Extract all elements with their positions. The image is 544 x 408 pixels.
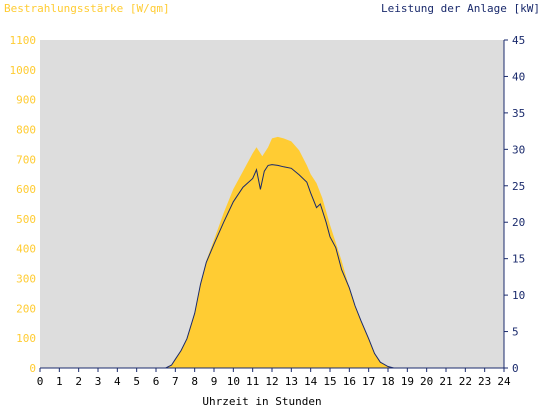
- x-tick-label: 9: [211, 375, 218, 388]
- left-y-tick-label: 200: [16, 302, 36, 315]
- x-tick-label: 0: [37, 375, 44, 388]
- right-y-tick-label: 40: [512, 70, 525, 83]
- x-tick-label: 2: [75, 375, 82, 388]
- left-y-tick-label: 400: [16, 243, 36, 256]
- right-y-tick-label: 15: [512, 253, 525, 266]
- left-y-tick-label: 800: [16, 123, 36, 136]
- x-tick-label: 7: [172, 375, 179, 388]
- left-y-tick-label: 1000: [10, 64, 37, 77]
- x-tick-label: 8: [191, 375, 198, 388]
- right-axis-title: Leistung der Anlage [kW]: [381, 2, 540, 15]
- left-y-tick-label: 300: [16, 273, 36, 286]
- right-y-tick-label: 30: [512, 143, 525, 156]
- x-tick-label: 10: [227, 375, 240, 388]
- right-y-tick-label: 35: [512, 107, 525, 120]
- x-tick-label: 19: [401, 375, 414, 388]
- x-tick-label: 24: [497, 375, 511, 388]
- left-y-tick-label: 600: [16, 183, 36, 196]
- right-y-tick-label: 45: [512, 34, 525, 47]
- x-tick-label: 6: [153, 375, 160, 388]
- right-y-tick-label: 10: [512, 289, 525, 302]
- right-y-tick-label: 20: [512, 216, 525, 229]
- chart-marks: [40, 136, 504, 369]
- power-line: [40, 164, 504, 369]
- left-y-tick-label: 1100: [10, 34, 37, 47]
- x-tick-label: 14: [304, 375, 318, 388]
- x-tick-label: 13: [285, 375, 298, 388]
- x-tick-label: 1: [56, 375, 63, 388]
- left-y-tick-label: 500: [16, 213, 36, 226]
- chart-axes: 0 1 2 3 4 5 6 7 8 9 10 11 12 13 14 15 16 17 18 19 20 21 22 23 24…: [10, 34, 526, 388]
- left-y-tick-label: 700: [16, 153, 36, 166]
- x-tick-label: 21: [439, 375, 452, 388]
- x-tick-label: 4: [114, 375, 121, 388]
- left-y-tick-label: 900: [16, 94, 36, 107]
- right-y-tick-label: 5: [512, 326, 519, 339]
- x-tick-label: 11: [246, 375, 259, 388]
- x-tick-label: 5: [133, 375, 140, 388]
- right-y-tick-label: 0: [512, 362, 519, 375]
- x-tick-label: 22: [459, 375, 472, 388]
- x-axis-label: Uhrzeit in Stunden: [202, 395, 321, 408]
- x-tick-label: 12: [265, 375, 278, 388]
- irradiance-area: [40, 136, 504, 368]
- x-tick-label: 16: [343, 375, 356, 388]
- x-tick-label: 15: [323, 375, 336, 388]
- x-tick-label: 3: [95, 375, 102, 388]
- left-axis-title: Bestrahlungsstärke [W/qm]: [4, 2, 170, 15]
- x-tick-label: 18: [381, 375, 394, 388]
- right-y-tick-label: 25: [512, 180, 525, 193]
- left-y-tick-label: 100: [16, 332, 36, 345]
- x-tick-label: 17: [362, 375, 375, 388]
- x-tick-label: 23: [478, 375, 491, 388]
- x-tick-label: 20: [420, 375, 433, 388]
- left-y-tick-label: 0: [29, 362, 36, 375]
